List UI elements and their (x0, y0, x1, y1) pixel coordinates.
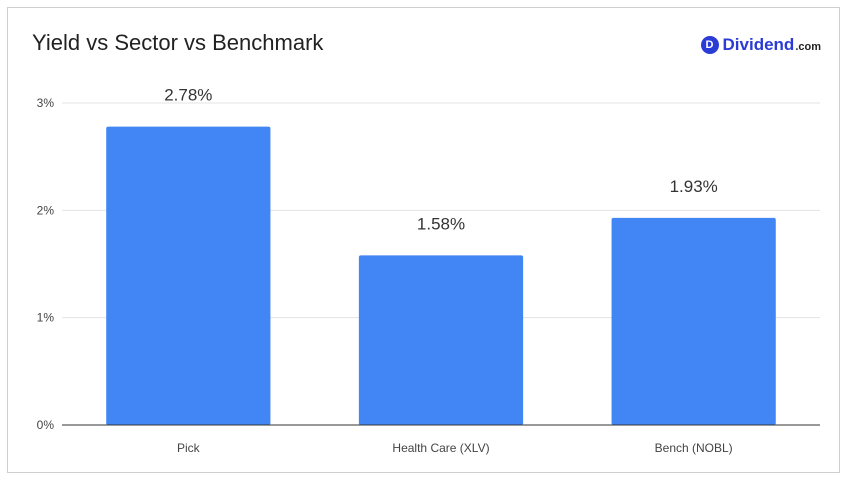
bar-value-label: 1.93% (670, 177, 718, 196)
brand-logo[interactable]: D Dividend .com (700, 35, 821, 55)
bar-value-label: 2.78% (164, 86, 212, 105)
y-tick-label: 3% (37, 96, 55, 110)
y-axis-ticks: 0% 1% 2% 3% (37, 96, 55, 432)
bar[interactable] (611, 217, 776, 425)
bar[interactable] (358, 255, 524, 425)
bar[interactable] (106, 126, 271, 425)
x-tick-label: Bench (NOBL) (655, 441, 733, 455)
chart-title: Yield vs Sector vs Benchmark (32, 30, 324, 55)
y-tick-label: 2% (37, 203, 55, 217)
data-labels: 2.78% 1.58% 1.93% (164, 86, 718, 234)
x-tick-label: Health Care (XLV) (392, 441, 489, 455)
brand-name: Dividend (722, 35, 795, 54)
y-tick-label: 0% (37, 418, 55, 432)
y-tick-label: 1% (37, 311, 55, 325)
x-tick-label: Pick (177, 441, 201, 455)
bar-value-label: 1.58% (417, 214, 465, 233)
x-axis-ticks: Pick Health Care (XLV) Bench (NOBL) (177, 441, 733, 455)
brand-tld: .com (795, 40, 821, 53)
dividend-logo-icon: D (700, 36, 719, 54)
bars (106, 126, 776, 425)
